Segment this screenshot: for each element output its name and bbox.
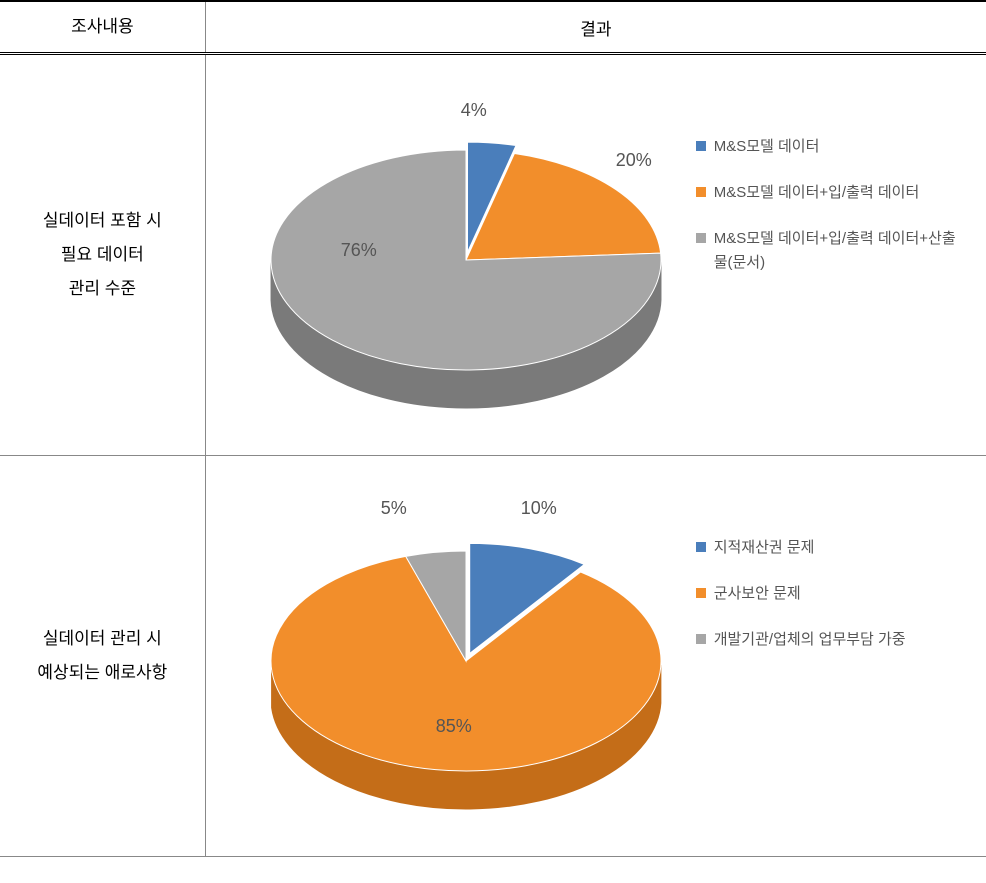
legend-label: M&S모델 데이터+입/출력 데이터 [714, 181, 920, 205]
pie-chart: 4%20%76% [246, 105, 696, 428]
legend-swatch [696, 233, 706, 243]
pct-label: 4% [461, 100, 487, 121]
pct-label: 85% [436, 716, 472, 737]
legend-label: M&S모델 데이터+입/출력 데이터+산출물(문서) [714, 227, 964, 275]
legend-item: 개발기관/업체의 업무부담 가중 [696, 628, 906, 652]
pct-label: 5% [381, 498, 407, 519]
legend-item: M&S모델 데이터 [696, 135, 964, 159]
row-label-line: 관리 수준 [0, 272, 205, 306]
legend-swatch [696, 542, 706, 552]
survey-table: 조사내용 결과 실데이터 포함 시필요 데이터관리 수준 4% 20% 76% M&S모… [0, 0, 986, 857]
legend-item: 지적재산권 문제 [696, 536, 906, 560]
header-col2: 결과 [205, 1, 986, 54]
pct-label: 20% [616, 150, 652, 171]
legend-label: 군사보안 문제 [714, 582, 801, 606]
legend-item: M&S모델 데이터+입/출력 데이터 [696, 181, 964, 205]
legend-label: M&S모델 데이터 [714, 135, 820, 159]
chart-cell: 10%85%5%지적재산권 문제군사보안 문제개발기관/업체의 업무부담 가중 [206, 456, 986, 856]
pct-label: 76% [341, 240, 377, 261]
legend-label: 개발기관/업체의 업무부담 가중 [714, 628, 906, 652]
header-col1: 조사내용 [0, 1, 205, 54]
row-label-line: 실데이터 포함 시 [0, 204, 205, 238]
row-label: 실데이터 관리 시예상되는 애로사항 [0, 456, 205, 857]
legend-swatch [696, 187, 706, 197]
legend-label: 지적재산권 문제 [714, 536, 815, 560]
legend-swatch [696, 634, 706, 644]
legend: 지적재산권 문제군사보안 문제개발기관/업체의 업무부담 가중 [696, 536, 906, 674]
legend-swatch [696, 588, 706, 598]
legend-item: 군사보안 문제 [696, 582, 906, 606]
legend: M&S모델 데이터 M&S모델 데이터+입/출력 데이터 M&S모델 데이터+입/출… [696, 135, 964, 297]
legend-item: M&S모델 데이터+입/출력 데이터+산출물(문서) [696, 227, 964, 275]
pct-label: 10% [521, 498, 557, 519]
row-label-line: 실데이터 관리 시 [0, 622, 205, 656]
row-label-line: 필요 데이터 [0, 238, 205, 272]
legend-swatch [696, 141, 706, 151]
row-label-line: 예상되는 애로사항 [0, 656, 205, 690]
chart-cell: 4%20%76%M&S모델 데이터M&S모델 데이터+입/출력 데이터M&S모델… [206, 55, 986, 455]
row-label: 실데이터 포함 시필요 데이터관리 수준 [0, 54, 205, 456]
pie-chart: 10%85%5% [246, 506, 696, 829]
